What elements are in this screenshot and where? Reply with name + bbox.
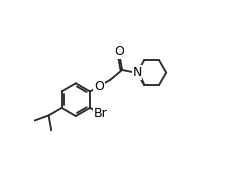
Text: O: O [94, 80, 104, 93]
Text: Br: Br [94, 107, 108, 120]
Text: O: O [115, 45, 124, 58]
Text: N: N [132, 66, 142, 79]
